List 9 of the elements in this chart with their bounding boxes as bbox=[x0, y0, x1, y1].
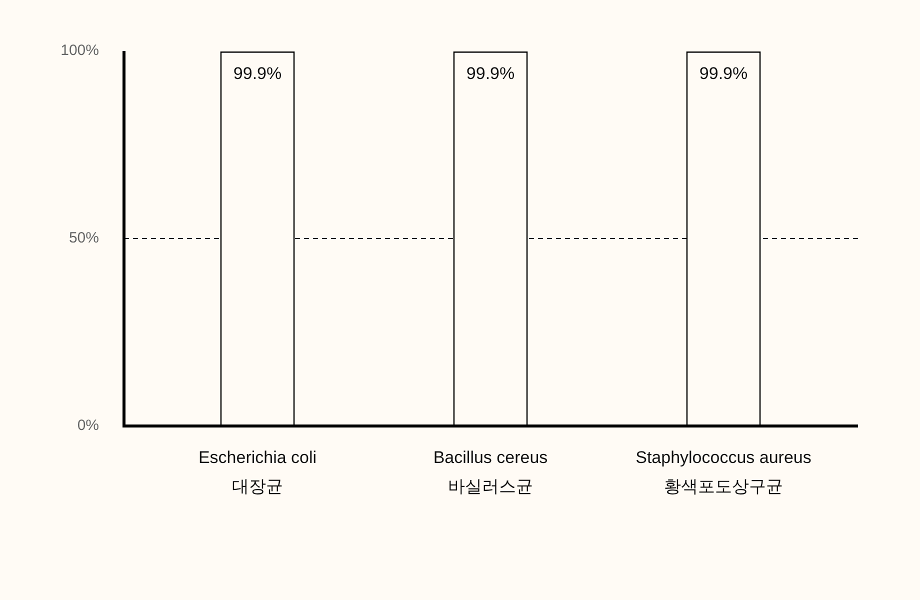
data-label: 99.9% bbox=[466, 64, 515, 84]
y-tick-label: 50% bbox=[68, 230, 99, 247]
x-tick-label: Staphylococcus aureus 황색포도상구균 bbox=[636, 448, 812, 496]
y-tick-label: 100% bbox=[60, 42, 99, 60]
x-tick-label: Escherichia coli 대장균 bbox=[198, 448, 317, 496]
data-label: 99.9% bbox=[699, 64, 748, 84]
data-label: 99.9% bbox=[233, 64, 282, 84]
x-tick-label: Bacillus cereus 바실러스균 bbox=[433, 448, 548, 496]
y-tick-label: 0% bbox=[77, 417, 99, 434]
